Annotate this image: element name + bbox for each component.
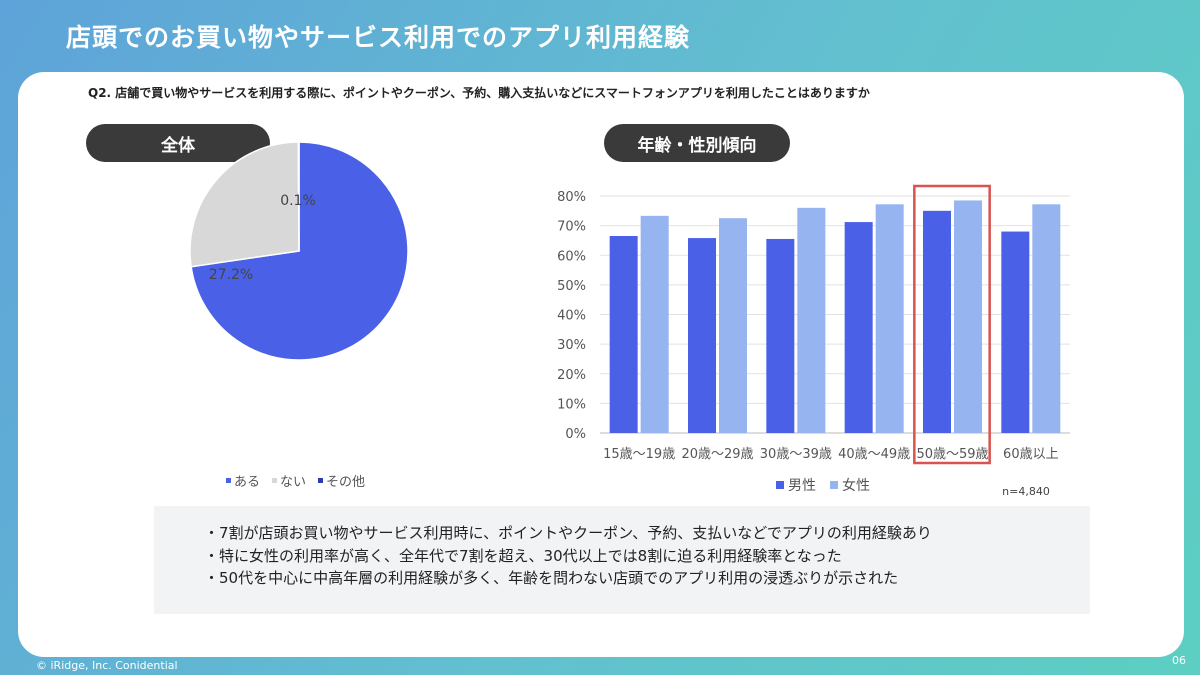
bar-male-1 [609, 235, 638, 433]
charts-area: 72.7% 27.2% 0.1% ある ない その他 0% 10% 20% 30% 40% 50% 60… [189, 141, 1070, 498]
bar-female-4 [875, 204, 904, 433]
bar-legend-marker-1 [776, 481, 784, 489]
pie-slice-2 [189, 141, 300, 268]
question-text: Q2. 店舗で買い物やサービスを利用する際に、ポイントやクーポン、予約、購入支払… [88, 86, 870, 100]
x-tick-6: 60歳以上 [1003, 447, 1059, 462]
trend-section-label: 年齢・性別傾向 [604, 124, 790, 162]
y-tick-8: 80% [557, 190, 586, 205]
x-tick-2: 20歳～29歳 [681, 447, 753, 462]
summary-point-1: 7割が店頭お買い物やサービス利用時に、ポイントやクーポン、予約、支払いなどでアプ… [204, 522, 1090, 545]
bar-male-4 [844, 222, 873, 433]
pie-slice-3 [297, 141, 300, 252]
x-tick-4: 40歳～49歳 [838, 447, 910, 462]
pie-legend-marker-2 [272, 478, 277, 483]
bar-female-2 [719, 218, 747, 433]
y-tick-2: 20% [557, 368, 586, 383]
bar-male-2 [688, 238, 716, 433]
pie-legend-label-2: ない [280, 475, 306, 490]
x-tick-5: 50歳～59歳 [916, 447, 988, 462]
pie-label-2: 27.2% [209, 267, 253, 283]
bar-male-6 [1001, 231, 1030, 433]
pie-legend-marker-1 [226, 478, 231, 483]
copyright-footer: © iRidge, Inc. Conidential [36, 659, 178, 672]
y-tick-3: 30% [557, 338, 586, 353]
summary-point-3: 50代を中心に中高年層の利用経験が多く、年齢を問わない店頭でのアプリ利用の浸透ぶ… [204, 567, 1090, 590]
summary-box: 7割が店頭お買い物やサービス利用時に、ポイントやクーポン、予約、支払いなどでアプ… [154, 506, 1090, 614]
page-number: 06 [1172, 654, 1186, 667]
bar-male-3 [766, 238, 795, 433]
sample-size: n=4,840 [1002, 485, 1050, 498]
pie-label-1: 72.7% [337, 362, 381, 378]
bar-female-1 [640, 215, 669, 433]
x-tick-1: 15歳～19歳 [603, 447, 675, 462]
x-tick-3: 30歳～39歳 [760, 447, 832, 462]
summary-point-2: 特に女性の利用率が高く、全年代で7割を超え、30代以上では8割に迫る利用経験率と… [204, 545, 1090, 568]
bar-male-5 [923, 210, 951, 433]
bar-legend-label-1: 男性 [788, 478, 816, 494]
slide-title: 店頭でのお買い物やサービス利用でのアプリ利用経験 [66, 23, 691, 52]
pie-legend-label-1: ある [234, 475, 260, 490]
bar-female-6 [1032, 204, 1061, 433]
y-tick-1: 10% [557, 397, 586, 412]
pie-label-3: 0.1% [280, 193, 316, 209]
y-tick-5: 50% [557, 279, 586, 294]
pie-legend-label-3: その他 [326, 475, 365, 490]
overall-section-label: 全体 [86, 124, 270, 162]
bar-female-5 [954, 200, 982, 433]
bar-legend-label-2: 女性 [842, 477, 870, 494]
content-card: Q2. 店舗で買い物やサービスを利用する際に、ポイントやクーポン、予約、購入支払… [18, 72, 1184, 657]
highlight-box [913, 184, 991, 465]
bar-female-3 [797, 207, 826, 433]
y-tick-0: 0% [565, 427, 586, 442]
y-tick-6: 60% [557, 249, 586, 264]
bar-legend-marker-2 [830, 481, 838, 489]
y-tick-7: 70% [557, 220, 586, 235]
y-tick-4: 40% [557, 309, 586, 324]
pie-legend-marker-3 [318, 478, 323, 483]
